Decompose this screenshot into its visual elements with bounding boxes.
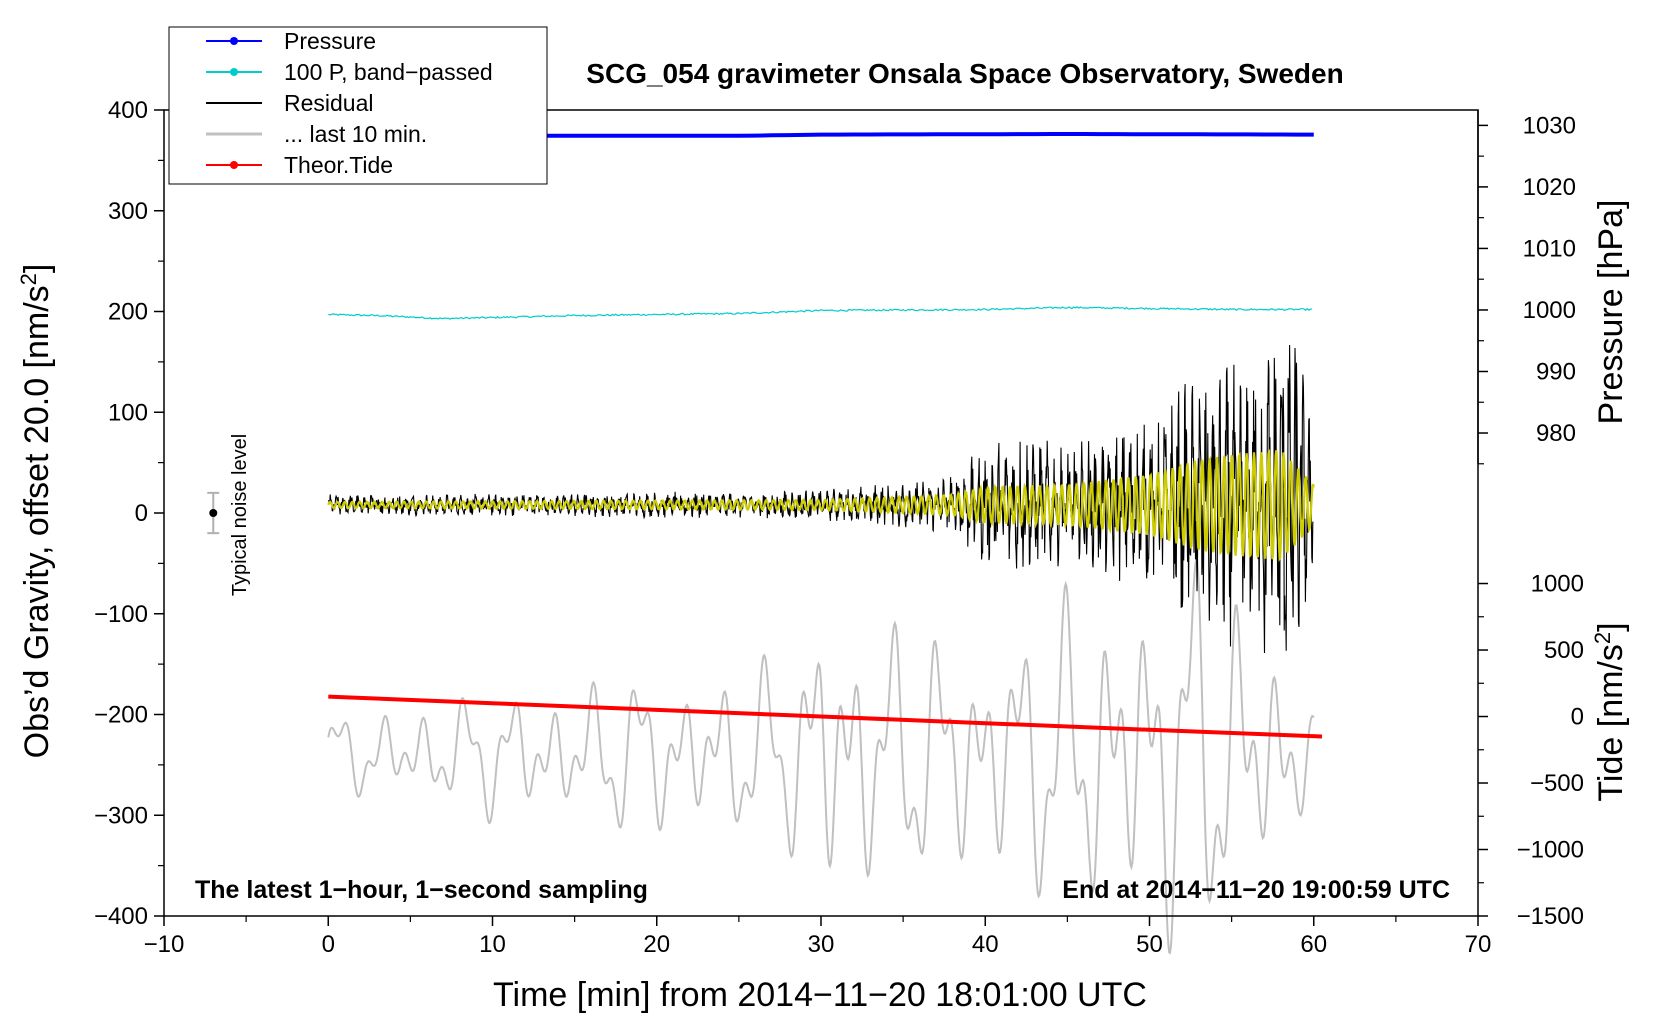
noise-level-label: Typical noise level [229,434,251,596]
x-tick-label: 70 [1465,931,1492,958]
legend-label: 100 P, band−passed [284,59,493,85]
pressure-tick-label: 1000 [1523,297,1576,324]
legend-box [168,26,548,185]
legend-marker [230,68,238,76]
pressure-tick-label: 1030 [1523,112,1576,139]
noise-bar [207,491,220,535]
x-tick-label: 40 [972,931,999,958]
series-band-passed-pressure [328,306,1313,320]
y-axis-label-left: Obs’d Gravity, offset 20.0 [nm/s2] [16,264,56,759]
legend-label: Pressure [284,28,376,54]
pressure-tick-label: 1020 [1523,174,1576,201]
x-tick-label: 60 [1300,931,1327,958]
series-theor-tide [328,694,1323,739]
y-tick-label: 400 [108,97,148,124]
y-tick-label: 0 [135,500,148,527]
tide-tick-label: −1000 [1517,837,1584,864]
x-tick-label: 0 [322,931,335,958]
legend-entries: Pressure 100 P, band−passed Residual ... la… [206,28,493,178]
annotation-bottom-left: The latest 1−hour, 1−second sampling [195,876,648,904]
x-tick-label: 30 [808,931,835,958]
legend: Pressure 100 P, band−passed Residual ... la… [168,26,548,185]
pressure-axis: 980 990 1000 1010 1020 1030 [1477,110,1576,465]
x-tick-label: −10 [144,931,185,958]
x-tick-label: 50 [1136,931,1163,958]
y-tick-label: −300 [94,802,148,829]
y-tick-label: 200 [108,299,148,326]
legend-label: Residual [284,90,374,116]
tide-tick-label: 500 [1544,637,1584,664]
y-axis-left: −400 −300 −200 −100 0 100 200 300 400 [94,97,164,930]
x-tick-label: 20 [643,931,670,958]
series-layer [327,132,1323,955]
legend-marker [230,37,238,45]
series-last-10-min [327,555,1315,955]
pressure-tick-label: 980 [1536,420,1576,447]
pressure-tick-label: 990 [1536,358,1576,385]
annotation-bottom-right: End at 2014−11−20 19:00:59 UTC [1062,876,1450,904]
tide-tick-label: 1000 [1531,571,1584,598]
tide-axis: −1500 −1000 −500 0 500 1000 [1478,571,1584,930]
legend-label: ... last 10 min. [284,121,427,147]
pressure-tick-label: 1010 [1523,235,1576,262]
chart-title: SCG_054 gravimeter Onsala Space Observat… [586,58,1343,89]
y-tick-label: 100 [108,399,148,426]
tide-tick-label: 0 [1571,704,1584,731]
y-tick-label: 300 [108,198,148,225]
y-axis-label-tide: Tide [nm/s2] [1590,622,1630,801]
y-tick-label: −200 [94,702,148,729]
y-tick-label: −400 [94,903,148,930]
tide-tick-label: −500 [1530,770,1584,797]
x-tick-label: 10 [479,931,506,958]
series-band-passed-residual [327,448,1315,563]
tide-tick-label: −1500 [1517,903,1584,930]
y-axis-label-pressure: Pressure [hPa] [1592,200,1630,425]
series-residual [327,344,1314,654]
x-axis-label: Time [min] from 2014−11−20 18:01:00 UTC [493,976,1147,1014]
legend-label: Theor.Tide [284,152,393,178]
legend-marker [230,161,238,169]
x-axis: −10 0 10 20 30 40 50 60 70 [144,916,1492,958]
y-tick-label: −100 [94,601,148,628]
